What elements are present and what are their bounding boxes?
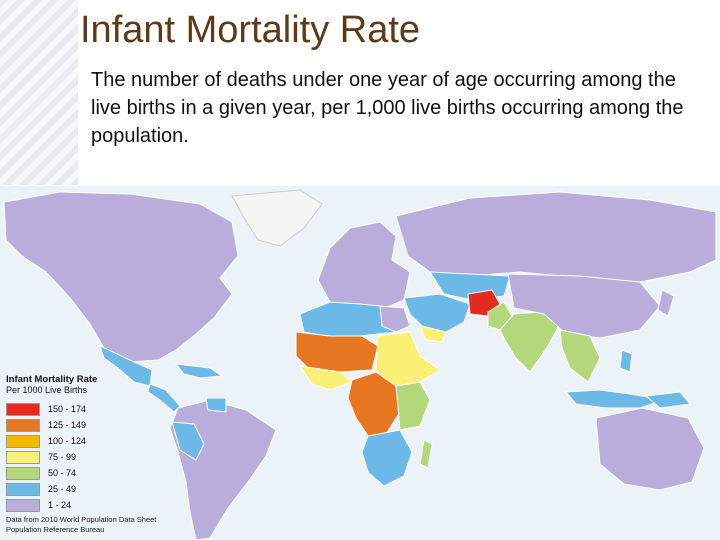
region-north-america [3, 191, 239, 363]
legend-item: 150 - 174 [6, 401, 124, 417]
region-east-africa [395, 381, 431, 431]
slide-title: Infant Mortality Rate [80, 9, 421, 51]
decorative-stripe-panel [0, 0, 78, 185]
legend-label: 25 - 49 [48, 483, 77, 494]
region-guyana [205, 397, 227, 413]
region-egypt [379, 305, 411, 333]
legend-swatch [6, 402, 40, 416]
region-yemen [419, 325, 447, 343]
region-sahel [295, 331, 379, 373]
legend-swatch [6, 498, 40, 512]
region-southeast-asia [559, 329, 601, 383]
region-southern-africa [361, 429, 413, 487]
legend-swatch [6, 434, 40, 448]
legend-label: 150 - 174 [48, 403, 87, 414]
slide-description: The number of deaths under one year of a… [91, 69, 684, 147]
legend-swatch [6, 450, 40, 464]
world-map-graphic [0, 186, 720, 540]
map-source-note: Data from 2010 World Population Data She… [6, 515, 156, 535]
legend-label: 75 - 99 [48, 451, 77, 462]
legend-item: 1 - 24 [6, 497, 124, 513]
region-russia [395, 191, 717, 283]
legend-subtitle: Per 1000 Live Births [6, 385, 88, 395]
legend-label: 1 - 24 [48, 499, 72, 510]
source-line: Data from 2010 World Population Data She… [6, 515, 157, 524]
legend-swatch [6, 482, 40, 496]
region-japan [657, 289, 675, 317]
region-greenland [231, 189, 323, 247]
legend-item: 100 - 124 [6, 433, 124, 449]
world-map [0, 186, 720, 540]
source-publisher: Population Reference Bureau [6, 525, 105, 534]
region-indonesia [564, 389, 665, 409]
legend-label: 125 - 149 [48, 419, 87, 430]
region-new-guinea [644, 391, 691, 409]
legend-item: 125 - 149 [6, 417, 124, 433]
legend-item: 50 - 74 [6, 465, 124, 481]
region-madagascar [419, 439, 433, 469]
legend-swatch [6, 466, 40, 480]
region-south-asia [499, 311, 561, 373]
legend-label: 50 - 74 [48, 467, 77, 478]
map-legend: Infant Mortality Rate Per 1000 Live Birt… [6, 374, 124, 513]
region-central-america [147, 383, 181, 413]
legend-swatch [6, 418, 40, 432]
region-mexico [99, 345, 153, 387]
legend-item: 25 - 49 [6, 481, 124, 497]
legend-item: 75 - 99 [6, 449, 124, 465]
region-philippines [619, 349, 633, 373]
region-bolivia-peru [171, 421, 205, 461]
legend-label: 100 - 124 [48, 435, 87, 446]
legend-rows: 150 - 174 125 - 149 100 - 124 75 - 99 50 - 7… [6, 401, 124, 513]
legend-title: Infant Mortality Rate [6, 374, 98, 385]
region-china [507, 273, 661, 339]
region-caribbean [174, 363, 224, 379]
region-west-africa-coast [298, 365, 353, 391]
region-middle-east [403, 293, 471, 333]
region-australia [595, 407, 705, 491]
